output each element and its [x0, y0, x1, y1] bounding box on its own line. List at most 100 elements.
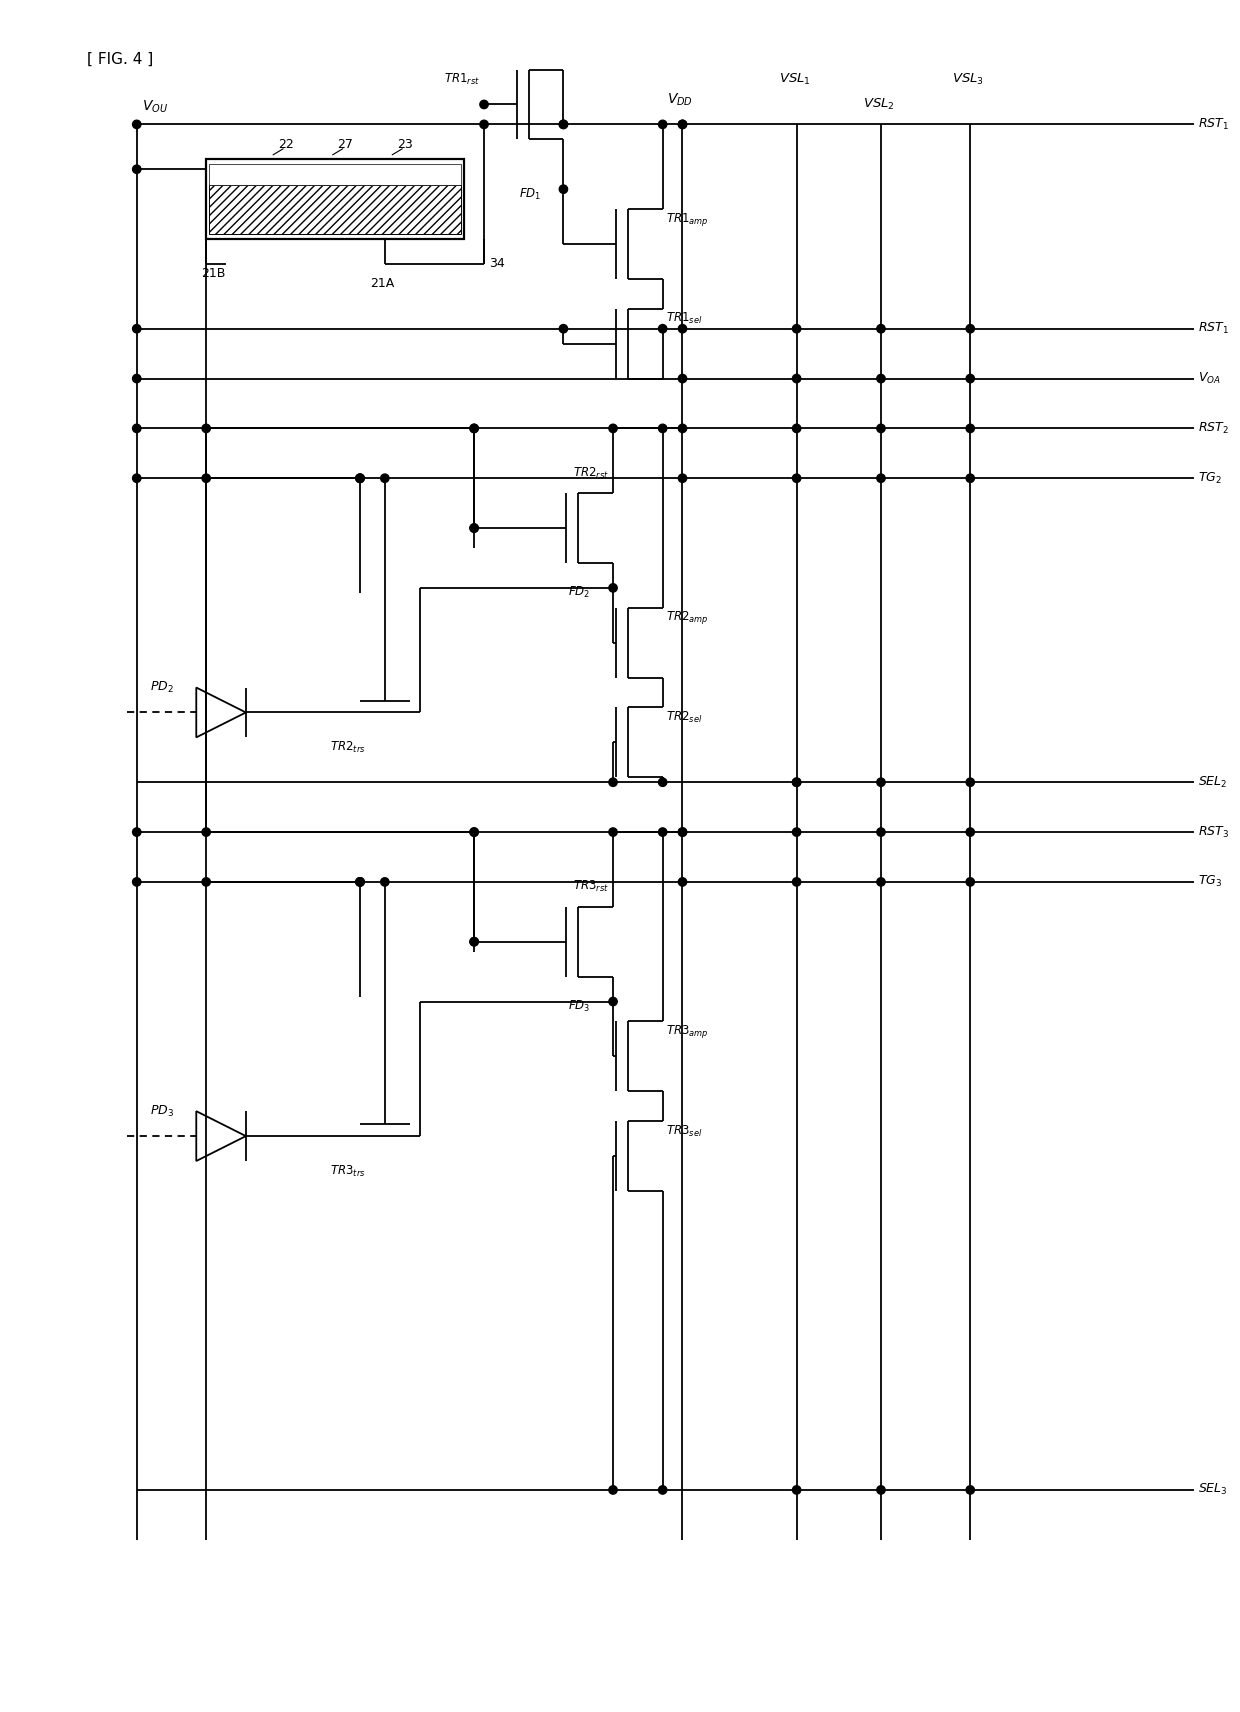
Text: $TR2_{sel}$: $TR2_{sel}$ — [666, 710, 702, 724]
Circle shape — [133, 474, 141, 483]
Text: $FD_1$: $FD_1$ — [518, 187, 541, 202]
Circle shape — [559, 120, 568, 128]
Circle shape — [877, 1486, 885, 1495]
Circle shape — [966, 829, 975, 835]
Text: $V_{OU}$: $V_{OU}$ — [141, 98, 167, 115]
Circle shape — [133, 120, 141, 128]
Text: 27: 27 — [337, 139, 353, 151]
Text: $TR3_{rst}$: $TR3_{rst}$ — [573, 880, 609, 894]
Circle shape — [966, 425, 975, 433]
Circle shape — [470, 524, 479, 532]
Text: $PD_2$: $PD_2$ — [150, 680, 174, 695]
Circle shape — [877, 777, 885, 786]
Circle shape — [792, 878, 801, 887]
Circle shape — [480, 101, 489, 108]
Text: $VSL_1$: $VSL_1$ — [779, 72, 811, 87]
Circle shape — [678, 120, 687, 128]
Circle shape — [609, 777, 618, 786]
Text: $TR3_{amp}$: $TR3_{amp}$ — [666, 1024, 708, 1039]
Circle shape — [133, 878, 141, 887]
Circle shape — [792, 425, 801, 433]
Text: 21B: 21B — [201, 267, 226, 281]
Circle shape — [202, 878, 211, 887]
Text: $SEL_3$: $SEL_3$ — [1199, 1483, 1228, 1498]
Text: $TR1_{sel}$: $TR1_{sel}$ — [666, 312, 702, 327]
Text: $RST_2$: $RST_2$ — [1199, 421, 1229, 437]
Circle shape — [792, 1486, 801, 1495]
Circle shape — [356, 878, 365, 887]
Circle shape — [877, 474, 885, 483]
Text: [ FIG. 4 ]: [ FIG. 4 ] — [87, 51, 154, 67]
Circle shape — [966, 474, 975, 483]
Circle shape — [356, 878, 365, 887]
Circle shape — [470, 425, 479, 433]
Circle shape — [609, 425, 618, 433]
Circle shape — [678, 325, 687, 332]
Circle shape — [609, 584, 618, 592]
Circle shape — [202, 425, 211, 433]
Circle shape — [202, 474, 211, 483]
Text: $TR3_{sel}$: $TR3_{sel}$ — [666, 1123, 702, 1138]
Circle shape — [658, 1486, 667, 1495]
Circle shape — [678, 120, 687, 128]
Circle shape — [966, 777, 975, 786]
Circle shape — [658, 425, 667, 433]
Text: 23: 23 — [397, 139, 413, 151]
Circle shape — [966, 375, 975, 383]
Circle shape — [133, 164, 141, 173]
Text: $RST_1$: $RST_1$ — [1199, 322, 1230, 336]
Text: $RST_1$: $RST_1$ — [1199, 116, 1230, 132]
Circle shape — [877, 829, 885, 835]
Circle shape — [792, 375, 801, 383]
Circle shape — [678, 425, 687, 433]
Circle shape — [356, 474, 365, 483]
Circle shape — [792, 829, 801, 835]
Text: $TG_2$: $TG_2$ — [1199, 471, 1223, 486]
Circle shape — [609, 1486, 618, 1495]
Text: $TR1_{amp}$: $TR1_{amp}$ — [666, 211, 708, 228]
Text: $TR2_{trs}$: $TR2_{trs}$ — [330, 740, 366, 755]
Circle shape — [678, 375, 687, 383]
Circle shape — [966, 1486, 975, 1495]
Text: $TR2_{rst}$: $TR2_{rst}$ — [573, 466, 609, 481]
Circle shape — [356, 474, 365, 483]
Circle shape — [133, 375, 141, 383]
Text: $FD_3$: $FD_3$ — [568, 1000, 590, 1014]
Circle shape — [470, 938, 479, 947]
Circle shape — [470, 425, 479, 433]
Text: $RST_3$: $RST_3$ — [1199, 825, 1230, 839]
Text: $PD_3$: $PD_3$ — [150, 1104, 174, 1118]
Text: $VSL_2$: $VSL_2$ — [863, 98, 895, 111]
Circle shape — [609, 998, 618, 1005]
Circle shape — [381, 878, 389, 887]
Text: $V_{DD}$: $V_{DD}$ — [667, 91, 692, 108]
Circle shape — [470, 829, 479, 835]
Text: $V_{OA}$: $V_{OA}$ — [1199, 372, 1221, 387]
Text: $TG_3$: $TG_3$ — [1199, 875, 1223, 890]
Circle shape — [792, 777, 801, 786]
Circle shape — [658, 120, 667, 128]
Circle shape — [202, 829, 211, 835]
Circle shape — [480, 120, 489, 128]
Text: $SEL_2$: $SEL_2$ — [1199, 776, 1228, 789]
Text: $TR1_{rst}$: $TR1_{rst}$ — [444, 72, 480, 87]
Circle shape — [609, 829, 618, 835]
Circle shape — [877, 878, 885, 887]
Text: 22: 22 — [278, 139, 294, 151]
Text: $TR2_{amp}$: $TR2_{amp}$ — [666, 609, 708, 627]
Text: $VSL_3$: $VSL_3$ — [952, 72, 985, 87]
Circle shape — [966, 878, 975, 887]
Circle shape — [877, 425, 885, 433]
Circle shape — [658, 777, 667, 786]
Circle shape — [966, 325, 975, 332]
Circle shape — [559, 185, 568, 193]
Circle shape — [678, 829, 687, 835]
Circle shape — [658, 829, 667, 835]
Circle shape — [381, 474, 389, 483]
Circle shape — [792, 325, 801, 332]
Circle shape — [133, 829, 141, 835]
Circle shape — [356, 474, 365, 483]
Circle shape — [559, 120, 568, 128]
Circle shape — [678, 878, 687, 887]
Circle shape — [792, 777, 801, 786]
